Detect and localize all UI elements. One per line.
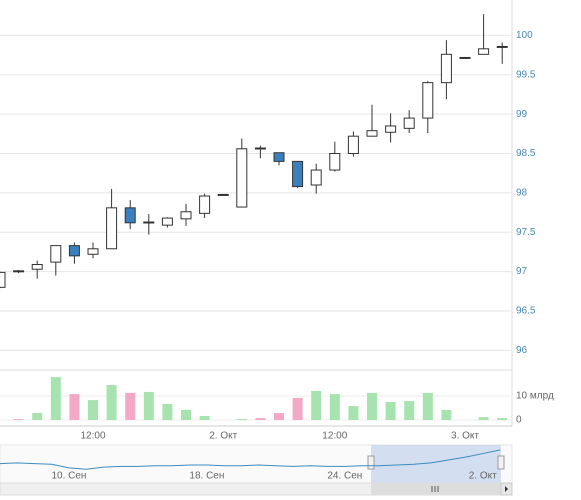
volume-bar [292, 397, 303, 420]
volume-bar [69, 394, 80, 420]
candle-body [347, 135, 359, 155]
candle-body [292, 160, 304, 188]
y-tick-label: 96 [516, 345, 528, 356]
y-tick-label: 99 [516, 109, 528, 120]
x-tick-label: 12:00 [80, 431, 105, 442]
y-tick-label: 10 млрд [516, 391, 554, 402]
volume-bar [143, 391, 154, 420]
x-tick-label: 3. Окт [451, 431, 479, 442]
navigator-label: 10. Сен [51, 471, 86, 482]
candle-body [68, 245, 80, 257]
candle-body [13, 270, 25, 273]
y-tick-label: 97.5 [516, 227, 536, 238]
volume-bar [50, 377, 61, 420]
candle-body [385, 125, 397, 133]
volume-bar [32, 413, 43, 420]
x-tick-label: 2. Окт [209, 431, 237, 442]
y-tick-label: 0 [516, 415, 522, 426]
volume-bar [385, 402, 396, 420]
candle-body [31, 264, 43, 270]
navigator-line [0, 449, 501, 470]
candle-body [403, 117, 415, 129]
candle-body [273, 152, 285, 162]
y-tick-label: 97 [516, 266, 528, 277]
volume-bar [162, 403, 173, 420]
candle-body [459, 56, 471, 59]
candle-body [143, 221, 155, 224]
volume-bar [441, 409, 452, 420]
volume-bar [199, 415, 210, 420]
volume-bar [274, 413, 284, 420]
y-tick-label: 99.5 [516, 69, 536, 80]
volume-bar [422, 392, 433, 420]
volume-bar [13, 419, 24, 420]
candle-body [161, 217, 173, 226]
scrollbar-thumb[interactable] [371, 483, 501, 495]
candle-body [199, 195, 211, 214]
volume-bar [348, 406, 359, 420]
candle-body [496, 45, 508, 48]
navigator-handle[interactable] [367, 455, 375, 470]
volume-bar [497, 418, 508, 420]
volume-bar [236, 419, 247, 420]
navigator-label: 18. Сен [189, 471, 224, 482]
volume-bar [367, 392, 377, 420]
candle-body [310, 169, 322, 186]
volume-bar [88, 400, 98, 420]
candle-body [329, 153, 341, 171]
candle-body [106, 207, 118, 250]
candle-body [124, 207, 136, 224]
candle-body [180, 211, 192, 220]
candle-body [87, 248, 99, 255]
candle-body [236, 148, 248, 208]
volume-bar [106, 384, 117, 420]
volume-bar [181, 409, 191, 420]
candle-body [366, 130, 378, 137]
volume-bar [329, 394, 340, 420]
scrollbar-grip [431, 486, 439, 492]
y-tick-label: 98 [516, 188, 528, 199]
navigator-label: 2. Окт [469, 471, 497, 482]
candle-body [50, 245, 62, 263]
navigator-label: 24. Сен [327, 471, 362, 482]
volume-bar [255, 418, 266, 420]
volume-bar [478, 417, 489, 420]
navigator-handle[interactable] [497, 455, 505, 470]
y-tick-label: 96.5 [516, 306, 536, 317]
candle-body [254, 147, 266, 150]
y-tick-label: 98.5 [516, 148, 536, 159]
scroll-arrow [505, 486, 508, 492]
volume-bar [404, 401, 415, 420]
candle-body [0, 271, 6, 288]
x-tick-label: 12:00 [322, 431, 347, 442]
candle-body [478, 48, 490, 55]
volume-bar [311, 390, 322, 420]
volume-bar [125, 392, 136, 420]
y-tick-label: 100 [516, 30, 533, 41]
candle-body [217, 193, 229, 196]
candle-body [422, 82, 434, 119]
candle-body [440, 53, 452, 84]
